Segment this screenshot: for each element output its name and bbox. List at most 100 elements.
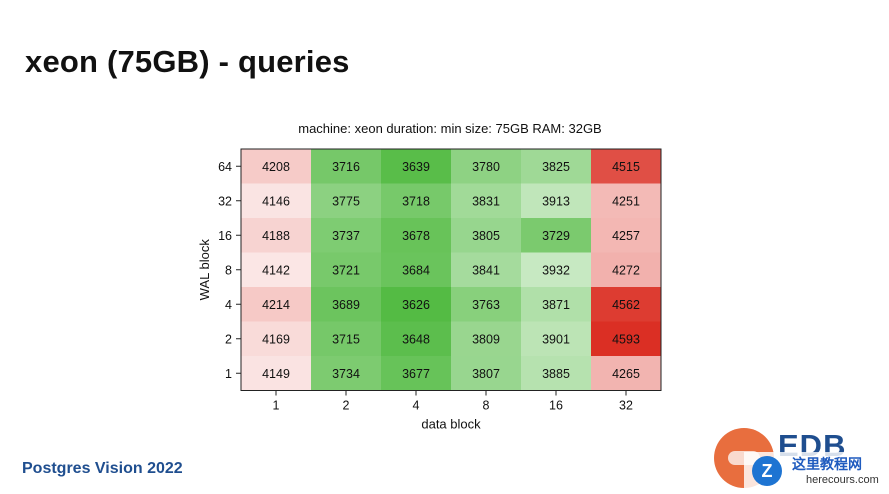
heatmap-cell	[521, 321, 592, 357]
heatmap-cell	[591, 321, 662, 357]
heatmap-cell	[591, 149, 662, 184]
y-tick-label: 1	[225, 367, 232, 381]
heatmap-cell-value: 3932	[542, 263, 570, 277]
heatmap-cell	[381, 321, 452, 357]
heatmap-cell-value: 4146	[262, 194, 290, 208]
heatmap-cell	[311, 252, 382, 288]
heatmap-cell	[311, 218, 382, 253]
heatmap-cell-value: 3689	[332, 298, 360, 312]
heatmap-cell	[591, 252, 662, 288]
x-tick-label: 1	[273, 399, 280, 413]
slide-title: xeon (75GB) - queries	[25, 44, 350, 79]
heatmap-cell-value: 4593	[612, 332, 640, 346]
heatmap-cell	[451, 287, 522, 322]
heatmap-cell	[521, 356, 592, 391]
heatmap-cell	[521, 252, 592, 288]
heatmap-cell-value: 4251	[612, 194, 640, 208]
heatmap-cell	[241, 252, 312, 288]
heatmap-cell	[451, 356, 522, 391]
heatmap-cell	[521, 287, 592, 322]
heatmap-cell	[451, 321, 522, 357]
x-tick-label: 16	[549, 399, 563, 413]
heatmap-cell	[521, 183, 592, 219]
x-tick-label: 32	[619, 399, 633, 413]
heatmap-cell	[451, 252, 522, 288]
heatmap-cell-value: 3831	[472, 194, 500, 208]
heatmap-cell-value: 3809	[472, 332, 500, 346]
watermark-z-icon: Z	[752, 456, 782, 486]
y-axis-label: WAL block	[197, 239, 212, 301]
heatmap-cell	[451, 183, 522, 219]
heatmap-cell	[451, 218, 522, 253]
heatmap-cell-value: 3825	[542, 160, 570, 174]
heatmap-cell-value: 3677	[402, 367, 430, 381]
heatmap-cell	[311, 149, 382, 184]
heatmap-cell	[451, 149, 522, 184]
heatmap-cell-value: 3871	[542, 298, 570, 312]
heatmap-cell	[381, 218, 452, 253]
heatmap-cell-value: 3775	[332, 194, 360, 208]
heatmap-cell-value: 3721	[332, 263, 360, 277]
heatmap-cell-value: 3780	[472, 160, 500, 174]
x-tick-label: 4	[413, 399, 420, 413]
heatmap-cell	[381, 183, 452, 219]
heatmap-cell	[591, 356, 662, 391]
x-axis-label: data block	[421, 417, 481, 432]
heatmap-cell	[241, 149, 312, 184]
heatmap-cell	[591, 218, 662, 253]
heatmap-cell-value: 4169	[262, 332, 290, 346]
heatmap-cell	[241, 356, 312, 391]
y-tick-label: 4	[225, 298, 232, 312]
heatmap-cell-value: 4515	[612, 160, 640, 174]
heatmap-cell-value: 4257	[612, 229, 640, 243]
heatmap-cell-value: 3684	[402, 263, 430, 277]
x-tick-label: 8	[483, 399, 490, 413]
heatmap-cell-value: 3718	[402, 194, 430, 208]
heatmap-cell-value: 4208	[262, 160, 290, 174]
heatmap-cell	[381, 252, 452, 288]
heatmap-cell-value: 3737	[332, 229, 360, 243]
heatmap-cell	[311, 356, 382, 391]
heatmap-cell-value: 3678	[402, 229, 430, 243]
heatmap-cell	[241, 287, 312, 322]
heatmap-cell	[311, 183, 382, 219]
heatmap-cell-value: 3913	[542, 194, 570, 208]
heatmap-cell-value: 3807	[472, 367, 500, 381]
heatmap-cell	[311, 287, 382, 322]
heatmap-cell-value: 3648	[402, 332, 430, 346]
y-tick-label: 2	[225, 332, 232, 346]
heatmap-cell-value: 3841	[472, 263, 500, 277]
heatmap-cell-value: 3729	[542, 229, 570, 243]
heatmap-cell-value: 3639	[402, 160, 430, 174]
watermark-domain-text: herecours.com	[806, 474, 879, 486]
heatmap-title: machine: xeon duration: min size: 75GB R…	[298, 121, 602, 136]
heatmap-cell	[311, 321, 382, 357]
y-tick-label: 8	[225, 263, 232, 277]
heatmap-cell	[241, 321, 312, 357]
heatmap-cell-value: 3805	[472, 229, 500, 243]
heatmap-cell	[241, 183, 312, 219]
watermark-chinese-text: 这里教程网	[792, 456, 862, 472]
heatmap-cell	[591, 287, 662, 322]
x-tick-label: 2	[343, 399, 350, 413]
y-tick-label: 32	[218, 194, 232, 208]
heatmap-cell	[381, 356, 452, 391]
heatmap-cell-value: 4188	[262, 229, 290, 243]
heatmap-cell-value: 3763	[472, 298, 500, 312]
heatmap-cell-value: 3901	[542, 332, 570, 346]
footer-event-name: Postgres Vision 2022	[22, 460, 183, 477]
y-tick-label: 64	[218, 160, 232, 174]
heatmap-cell-value: 4142	[262, 263, 290, 277]
heatmap-cell	[241, 218, 312, 253]
y-tick-label: 16	[218, 229, 232, 243]
heatmap-cell	[381, 149, 452, 184]
heatmap-cell	[521, 218, 592, 253]
heatmap-cell-value: 4149	[262, 367, 290, 381]
watermark: Z 这里教程网 herecours.com	[744, 452, 889, 494]
heatmap-cell-value: 3716	[332, 160, 360, 174]
heatmap-cell-value: 4214	[262, 298, 290, 312]
heatmap-cell-value: 4265	[612, 367, 640, 381]
heatmap-cell-value: 3715	[332, 332, 360, 346]
heatmap-cell-value: 3734	[332, 367, 360, 381]
